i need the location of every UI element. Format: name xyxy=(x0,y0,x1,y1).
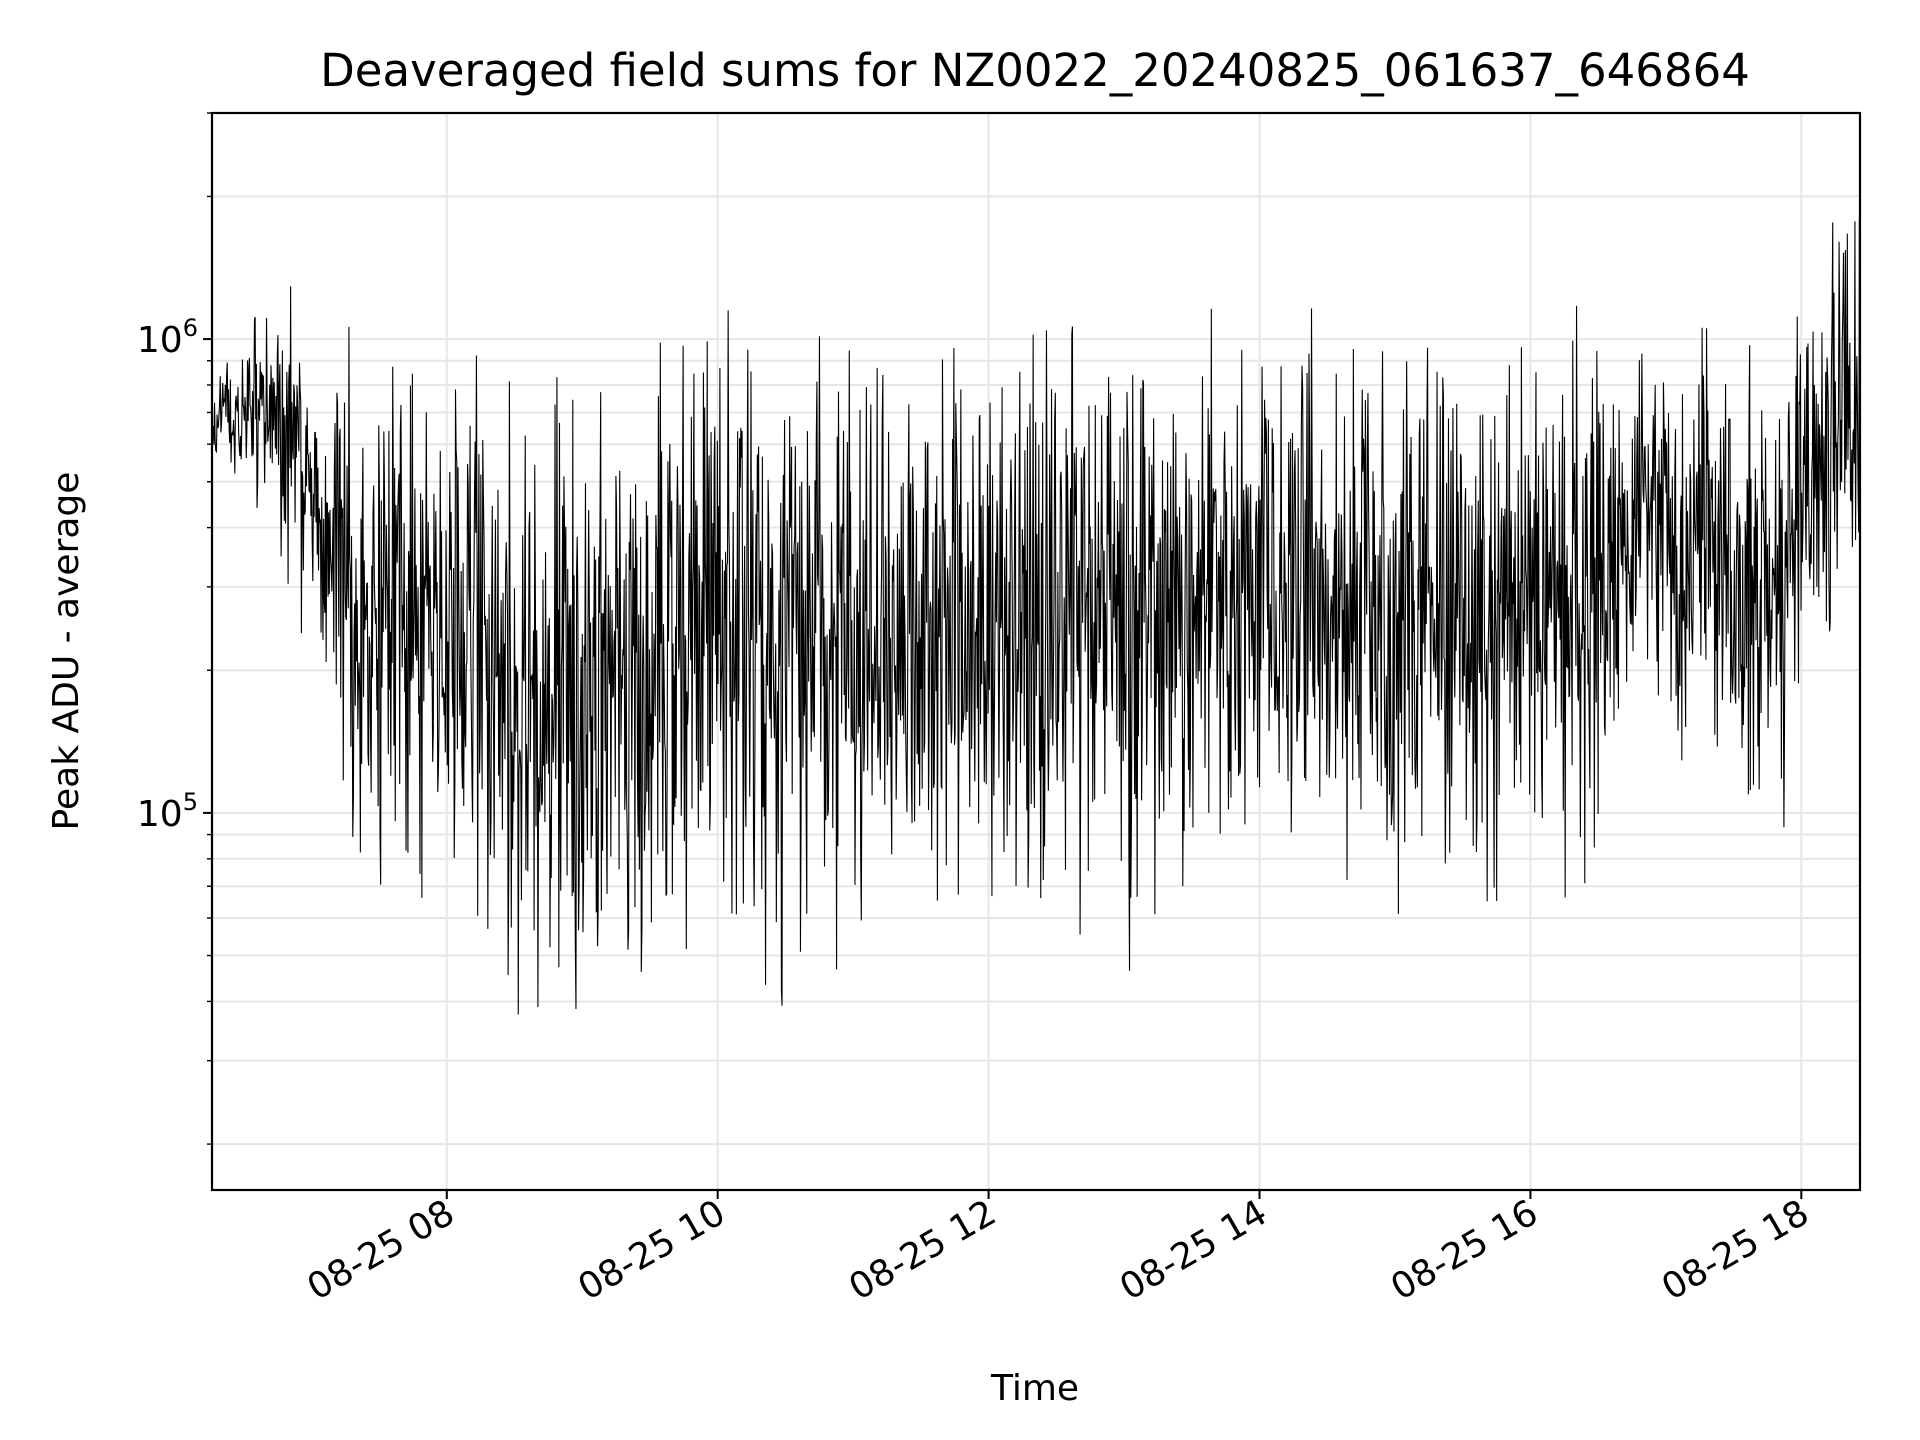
chart-title: Deaveraged field sums for NZ0022_2024082… xyxy=(320,44,1750,97)
series-path xyxy=(211,217,1861,1015)
x-axis-label: Time xyxy=(990,1368,1079,1409)
y-tick-label: 105 xyxy=(137,788,198,835)
x-tick-label: 08-25 16 xyxy=(1384,1192,1545,1308)
plot-frame xyxy=(210,111,1862,1192)
x-tick-label: 08-25 18 xyxy=(1655,1192,1816,1308)
x-axis: 08-25 08 08-25 10 08-25 12 08-25 14 08-25 16… xyxy=(301,1190,1816,1309)
x-tick-label: 08-25 08 xyxy=(301,1192,462,1308)
x-tick-label: 08-25 14 xyxy=(1113,1192,1274,1308)
y-axis-label: Peak ADU - average xyxy=(46,472,87,831)
x-tick-label: 08-25 10 xyxy=(572,1192,733,1308)
y-tick-label: 106 xyxy=(137,314,198,361)
x-tick-label: 08-25 12 xyxy=(842,1192,1003,1308)
y-axis: 105 106 xyxy=(137,112,212,1145)
series-line xyxy=(211,217,1861,1015)
